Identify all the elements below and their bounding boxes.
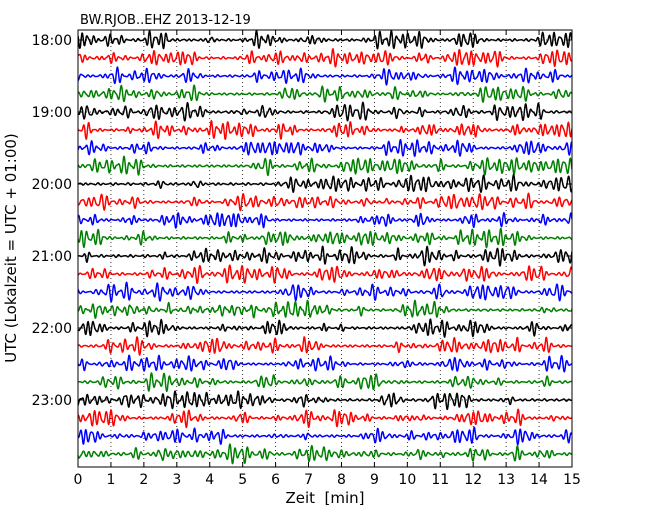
seismic-trace <box>78 173 572 193</box>
seismic-trace <box>78 211 572 229</box>
x-tick-label: 5 <box>238 472 247 488</box>
seismic-trace <box>78 66 572 86</box>
x-tick-label: 0 <box>74 472 83 488</box>
grid <box>78 30 572 467</box>
x-tick-label: 15 <box>563 472 581 488</box>
x-axis-ticks: 0 1 2 3 4 5 6 7 8 9 10 11 12 13 14 15 <box>74 30 581 488</box>
seismic-trace <box>78 281 572 303</box>
seismic-trace <box>78 30 572 50</box>
seismic-trace <box>78 84 572 103</box>
x-tick-label: 2 <box>139 472 148 488</box>
y-tick-label: 18:00 <box>32 33 72 49</box>
x-tick-label: 9 <box>370 472 379 488</box>
x-tick-label: 10 <box>398 472 416 488</box>
seismic-trace <box>78 336 572 356</box>
y-tick-label: 19:00 <box>32 105 72 121</box>
seismic-trace <box>78 48 572 68</box>
x-tick-label: 1 <box>106 472 115 488</box>
y-tick-label: 21:00 <box>32 249 72 265</box>
y-tick-label: 20:00 <box>32 177 72 193</box>
seismic-trace <box>78 192 572 212</box>
x-tick-label: 11 <box>431 472 449 488</box>
seismic-trace <box>78 390 572 411</box>
x-tick-label: 8 <box>337 472 346 488</box>
x-tick-label: 3 <box>172 472 181 488</box>
seismic-trace <box>78 408 572 429</box>
chart-title: BW.RJOB..EHZ 2013-12-19 <box>80 13 251 28</box>
seismic-trace <box>78 119 572 140</box>
seismic-trace <box>78 354 572 373</box>
y-tick-label: 22:00 <box>32 321 72 337</box>
y-axis-ticks: 18:00 19:00 20:00 21:00 22:00 23:00 <box>32 33 572 409</box>
seismic-trace <box>78 264 572 285</box>
seismic-trace <box>78 318 572 338</box>
x-tick-label: 4 <box>205 472 214 488</box>
seismic-trace <box>78 426 572 446</box>
y-axis-label: UTC (Lokalzeit = UTC + 01:00) <box>2 133 20 363</box>
seismic-trace <box>78 101 572 122</box>
x-tick-label: 13 <box>497 472 515 488</box>
x-tick-label: 12 <box>464 472 482 488</box>
seismic-trace <box>78 299 572 319</box>
y-tick-label: 23:00 <box>32 393 72 409</box>
traces <box>78 30 572 465</box>
x-tick-label: 7 <box>304 472 313 488</box>
seismic-trace <box>78 155 572 177</box>
seismic-trace <box>78 443 572 465</box>
seismic-trace <box>78 372 572 392</box>
x-tick-label: 6 <box>271 472 280 488</box>
x-axis-label: Zeit [min] <box>285 489 364 507</box>
x-tick-label: 14 <box>530 472 548 488</box>
seismic-trace <box>78 227 572 249</box>
plot-frame <box>77 29 573 468</box>
seismic-trace <box>78 138 572 157</box>
seismic-trace <box>78 245 572 267</box>
